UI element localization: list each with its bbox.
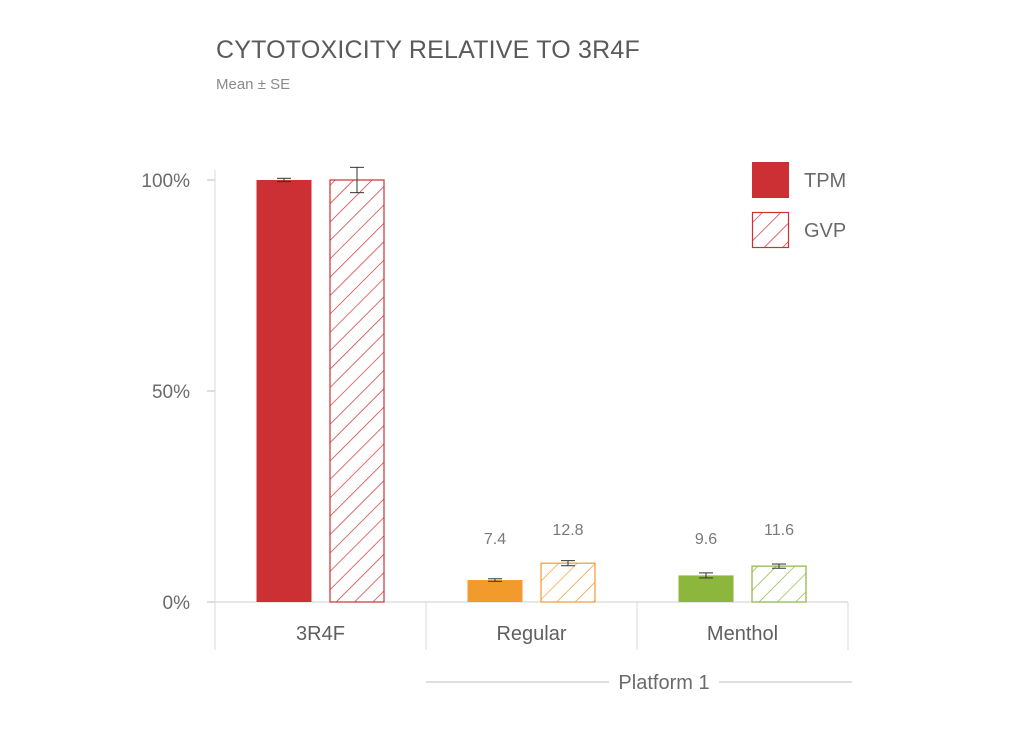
data-label: 11.6 [764,522,794,539]
bar-tpm [256,180,312,602]
bar-gvp [751,565,807,603]
x-tick-label: 3R4F [296,623,345,645]
chart-title: CYTOTOXICITY RELATIVE TO 3R4F [216,36,640,64]
legend-label-gvp: GVP [804,220,846,242]
legend-swatch-gvp [751,211,790,249]
y-tick-label: 0% [163,593,191,614]
bar-gvp [329,179,385,603]
legend-label-tpm: TPM [804,170,846,192]
bar-tpm [467,580,523,602]
data-label: 12.8 [552,522,583,539]
x-tick-label: Menthol [707,623,778,645]
data-label: 7.4 [484,531,506,548]
y-tick-label: 100% [141,171,190,192]
legend-swatch-tpm [752,162,789,198]
data-label: 9.6 [695,531,717,548]
group-label: Platform 1 [618,672,709,694]
chart-subtitle: Mean ± SE [216,76,291,93]
x-tick-label: Regular [496,623,566,645]
bar-tpm [678,575,734,602]
bar-gvp [540,562,596,603]
y-tick-label: 50% [152,382,190,403]
